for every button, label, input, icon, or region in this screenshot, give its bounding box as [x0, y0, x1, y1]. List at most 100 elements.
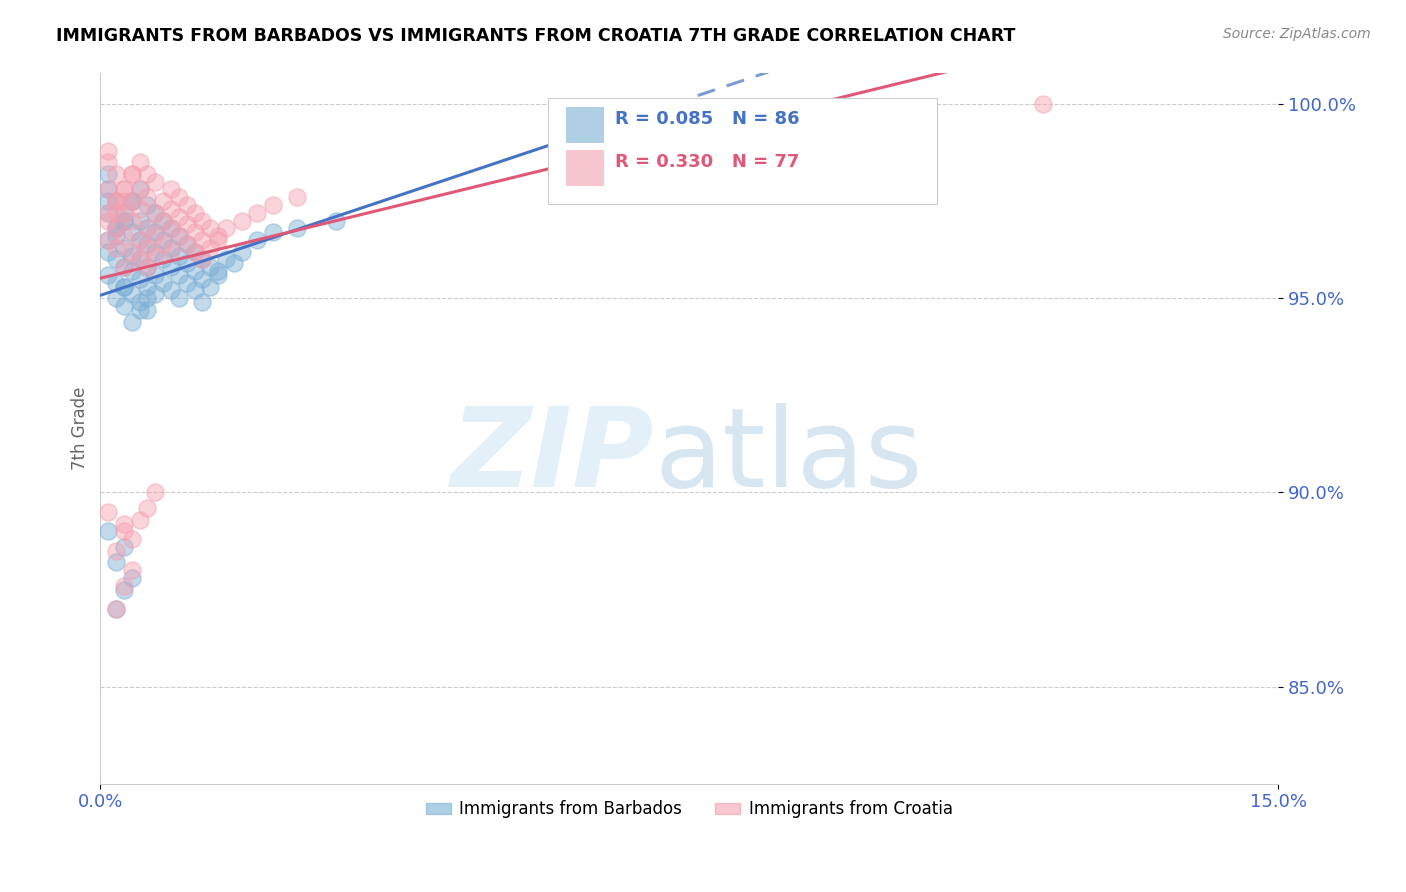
- Point: [97, 213, 120, 227]
- Point: [105, 221, 128, 235]
- Point: [176, 256, 198, 270]
- Point: [121, 167, 143, 181]
- Point: [191, 213, 214, 227]
- Point: [143, 175, 166, 189]
- Point: [121, 532, 143, 546]
- Point: [128, 233, 150, 247]
- Point: [105, 276, 128, 290]
- Point: [112, 516, 135, 531]
- Point: [121, 244, 143, 259]
- Point: [215, 221, 238, 235]
- Point: [143, 248, 166, 262]
- Point: [105, 167, 128, 181]
- Point: [167, 210, 190, 224]
- Point: [325, 213, 347, 227]
- Point: [105, 241, 128, 255]
- Point: [191, 233, 214, 247]
- Point: [121, 264, 143, 278]
- Point: [128, 182, 150, 196]
- Point: [112, 241, 135, 255]
- Point: [105, 229, 128, 244]
- Point: [121, 194, 143, 209]
- Point: [285, 190, 308, 204]
- Point: [121, 287, 143, 301]
- Point: [183, 244, 205, 259]
- Point: [97, 182, 120, 196]
- Point: [183, 264, 205, 278]
- Point: [143, 206, 166, 220]
- Point: [97, 505, 120, 519]
- Point: [97, 206, 120, 220]
- Point: [167, 291, 190, 305]
- Point: [121, 213, 143, 227]
- Point: [136, 198, 159, 212]
- Point: [136, 291, 159, 305]
- Point: [112, 299, 135, 313]
- Point: [112, 213, 135, 227]
- Point: [121, 194, 143, 209]
- Point: [105, 602, 128, 616]
- Text: R = 0.085   N = 86: R = 0.085 N = 86: [614, 111, 800, 128]
- Point: [105, 194, 128, 209]
- Point: [136, 500, 159, 515]
- Point: [112, 194, 135, 209]
- Point: [231, 244, 253, 259]
- Point: [112, 260, 135, 275]
- Point: [191, 272, 214, 286]
- Point: [207, 229, 229, 244]
- Text: Source: ZipAtlas.com: Source: ZipAtlas.com: [1223, 27, 1371, 41]
- Point: [143, 206, 166, 220]
- Point: [143, 287, 166, 301]
- Point: [136, 221, 159, 235]
- Point: [128, 295, 150, 310]
- Point: [97, 194, 120, 209]
- Point: [167, 190, 190, 204]
- Point: [176, 218, 198, 232]
- FancyBboxPatch shape: [565, 150, 603, 185]
- Point: [136, 221, 159, 235]
- Point: [207, 268, 229, 282]
- Point: [152, 276, 174, 290]
- Point: [121, 563, 143, 577]
- Point: [128, 302, 150, 317]
- Point: [160, 260, 183, 275]
- Text: R = 0.330   N = 77: R = 0.330 N = 77: [614, 153, 800, 171]
- Point: [160, 244, 183, 259]
- Point: [143, 485, 166, 500]
- Point: [97, 167, 120, 181]
- Point: [128, 202, 150, 216]
- Point: [105, 543, 128, 558]
- Point: [285, 221, 308, 235]
- Point: [143, 244, 166, 259]
- Point: [128, 182, 150, 196]
- Point: [128, 155, 150, 169]
- Point: [121, 194, 143, 209]
- Point: [112, 540, 135, 554]
- Point: [160, 182, 183, 196]
- Point: [231, 213, 253, 227]
- Point: [112, 206, 135, 220]
- Point: [191, 252, 214, 267]
- Point: [121, 248, 143, 262]
- Point: [160, 221, 183, 235]
- Point: [215, 252, 238, 267]
- Point: [176, 236, 198, 251]
- Point: [128, 252, 150, 267]
- Point: [97, 524, 120, 539]
- Point: [136, 260, 159, 275]
- Point: [97, 244, 120, 259]
- Point: [160, 241, 183, 255]
- Point: [183, 244, 205, 259]
- Point: [143, 225, 166, 239]
- Point: [112, 279, 135, 293]
- Legend: Immigrants from Barbados, Immigrants from Croatia: Immigrants from Barbados, Immigrants fro…: [419, 794, 959, 825]
- Point: [121, 571, 143, 585]
- Point: [97, 233, 120, 247]
- Point: [121, 225, 143, 239]
- Point: [176, 198, 198, 212]
- Point: [152, 252, 174, 267]
- Point: [105, 206, 128, 220]
- Point: [191, 252, 214, 267]
- Point: [183, 206, 205, 220]
- Point: [136, 302, 159, 317]
